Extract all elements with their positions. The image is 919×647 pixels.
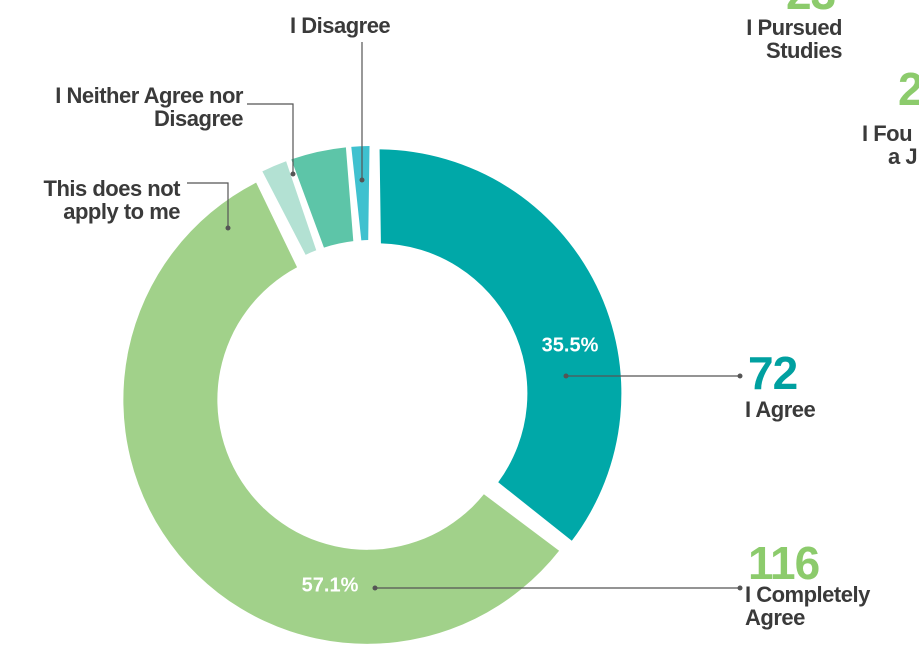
category-label: I Agree <box>745 397 816 422</box>
category-label: I Completely Agree <box>745 582 870 630</box>
other-label: I Pursued Studies <box>746 15 842 63</box>
other-label: I Fou <box>862 121 913 146</box>
category-label: I Neither Agree nor Disagree <box>55 83 243 131</box>
category-label: I Disagree <box>290 13 391 38</box>
category-label: This does not apply to me <box>43 176 181 224</box>
donut-slice <box>123 182 560 644</box>
other-label: a J <box>888 144 918 169</box>
donut-slice <box>291 147 354 248</box>
leader-dot <box>563 373 569 379</box>
leader-dot <box>372 585 378 591</box>
leader-line <box>247 103 294 174</box>
leader-dot <box>359 177 365 183</box>
leader-line <box>187 182 229 228</box>
percent-label: 57.1% <box>302 574 359 596</box>
other-value: 2 <box>898 63 919 115</box>
other-value: 23 <box>786 0 836 16</box>
leader-dot <box>290 171 296 177</box>
leader-dot <box>737 373 743 379</box>
donut-slice <box>262 161 317 255</box>
leader-dot <box>737 585 743 591</box>
value-label: 72 <box>748 347 798 399</box>
value-label: 116 <box>748 537 820 589</box>
donut-slice <box>379 149 622 541</box>
leader-dot <box>225 225 231 231</box>
donut-slice <box>351 146 370 241</box>
percent-label: 35.5% <box>542 334 599 356</box>
